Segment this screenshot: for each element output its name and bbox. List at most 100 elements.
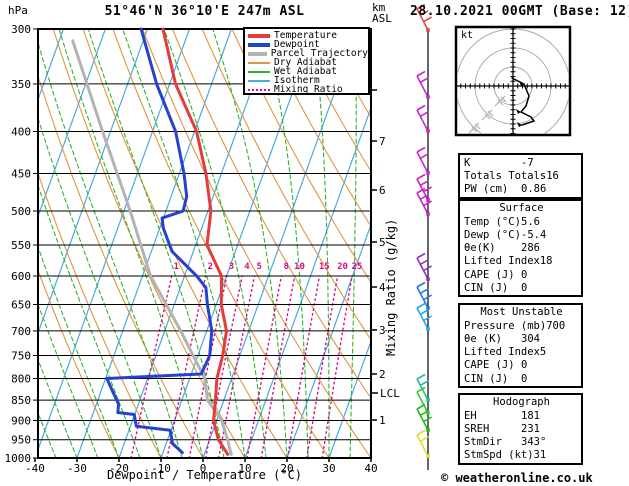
parcel-line-sample (248, 51, 267, 56)
table-row: CIN (J) 0 (464, 372, 579, 385)
svg-text:-30: -30 (67, 462, 87, 475)
wind-barb (416, 187, 432, 216)
svg-text:5: 5 (257, 262, 262, 272)
svg-text:4: 4 (379, 281, 386, 294)
svg-text:30: 30 (322, 462, 335, 475)
temperature-line (161, 27, 230, 456)
legend-label: Isotherm (274, 75, 320, 86)
row-label: Lifted Index (464, 255, 540, 268)
svg-text:6: 6 (379, 184, 386, 197)
svg-text:800: 800 (11, 372, 31, 385)
legend-item-dewpoint: Dewpoint (248, 40, 368, 49)
wind-barb (416, 70, 430, 99)
wind-barb (416, 252, 432, 281)
isotherm-line-sample (248, 79, 270, 82)
station-title: 51°46'N 36°10'E 247m ASL (104, 4, 305, 19)
row-label: PW (cm) (464, 182, 509, 195)
svg-text:850: 850 (11, 394, 31, 407)
row-value: 231 (521, 422, 540, 435)
mixing-ratio-axis-label: Mixing Ratio (g/kg) (384, 218, 398, 356)
svg-text:25: 25 (352, 262, 363, 272)
dewpoint-line-sample (248, 42, 270, 47)
table-row: SREH 231 (464, 422, 579, 435)
wind-barb (416, 403, 432, 432)
row-value: 343° (521, 436, 547, 449)
ghost-barb (468, 122, 481, 134)
svg-text:8: 8 (284, 262, 289, 272)
svg-text:10: 10 (238, 462, 251, 475)
row-value: 5 (539, 346, 547, 359)
surface-table: Surface Temp (°C) 5.6 Dewp (°C) -5.4 θe(K)… (458, 199, 583, 298)
km-asl-axis-label: km ASL (372, 2, 392, 24)
legend-label: Dry Adiabat (274, 57, 337, 68)
hodograph-unit-label: kt (461, 30, 474, 41)
temperature-axis-label: Dewpoint / Temperature (°C) (106, 468, 303, 482)
row-label: θe (K) (464, 332, 502, 345)
legend-item-mixing-ratio: Mixing Ratio (248, 85, 368, 94)
legend-label: Temperature (274, 30, 337, 41)
svg-text:400: 400 (11, 126, 31, 139)
table-row: Totals Totals 16 (464, 169, 579, 182)
row-value: 5.6 (521, 215, 540, 228)
wind-barb (416, 302, 432, 331)
mixing-ratio-line-sample (248, 88, 270, 91)
svg-text:7: 7 (379, 135, 386, 148)
table-row: Temp (°C) 5.6 (464, 215, 579, 228)
legend-item-isotherm: Isotherm (248, 76, 368, 85)
svg-text:1000: 1000 (5, 452, 32, 465)
datetime-title: 28.10.2021 00GMT (Base: 12) (410, 4, 629, 19)
svg-text:10: 10 (294, 262, 305, 272)
row-value: 700 (546, 319, 566, 332)
hodograph (454, 25, 572, 137)
row-value: -7 (521, 156, 534, 169)
row-value: -5.4 (521, 228, 547, 241)
row-label: Dewp (°C) (464, 228, 521, 241)
wind-barb (416, 146, 430, 175)
svg-text:4: 4 (244, 262, 250, 272)
svg-text:-10: -10 (151, 462, 171, 475)
row-label: StmSpd (kt) (464, 449, 534, 462)
row-label: Lifted Index (464, 346, 540, 359)
svg-text:650: 650 (11, 299, 31, 312)
sounding-profiles (71, 27, 233, 456)
row-label: Pressure (mb) (464, 319, 547, 332)
svg-text:600: 600 (11, 270, 31, 283)
svg-text:-40: -40 (25, 462, 45, 475)
svg-text:20: 20 (280, 462, 293, 475)
altitude-axis: 7 6 5 4 3 2 1 LCL (371, 89, 400, 427)
pressure-unit-label: hPa (8, 4, 28, 17)
svg-text:1: 1 (379, 414, 386, 427)
hodograph-trace (511, 77, 535, 126)
legend-item-dry-adiabat: Dry Adiabat (248, 58, 368, 67)
dry-adiabat-line-sample (248, 61, 270, 64)
indices-table: K -7 Totals Totals 16 PW (cm) 0.86 (458, 153, 583, 199)
svg-text:300: 300 (11, 23, 31, 36)
row-value: 0 (521, 281, 528, 294)
row-label: CIN (J) (464, 281, 509, 294)
legend: Temperature Dewpoint Parcel Trajectory D… (243, 27, 370, 95)
svg-text:2: 2 (379, 368, 386, 381)
row-label: SREH (464, 422, 490, 435)
wind-barb (416, 3, 432, 32)
svg-text:750: 750 (11, 349, 31, 362)
svg-text:20: 20 (337, 262, 348, 272)
row-value: 286 (521, 242, 540, 255)
row-value: 304 (521, 332, 540, 345)
row-value: 0 (521, 372, 528, 385)
svg-text:950: 950 (11, 434, 31, 447)
asl-label: ASL (372, 12, 392, 25)
copyright: © weatheronline.co.uk (441, 471, 593, 485)
legend-label: Dewpoint (274, 39, 320, 50)
table-row: CIN (J) 0 (464, 281, 579, 294)
legend-label: Wet Adiabat (274, 66, 337, 77)
section-title: Most Unstable (480, 306, 563, 318)
row-label: CIN (J) (464, 372, 509, 385)
svg-text:3: 3 (229, 262, 234, 272)
wind-barb-column (416, 3, 432, 470)
svg-text:900: 900 (11, 414, 31, 427)
svg-text:15: 15 (319, 262, 330, 272)
svg-text:5: 5 (379, 236, 386, 249)
table-row: Dewp (°C) -5.4 (464, 228, 579, 241)
legend-label: Mixing Ratio (274, 84, 343, 95)
